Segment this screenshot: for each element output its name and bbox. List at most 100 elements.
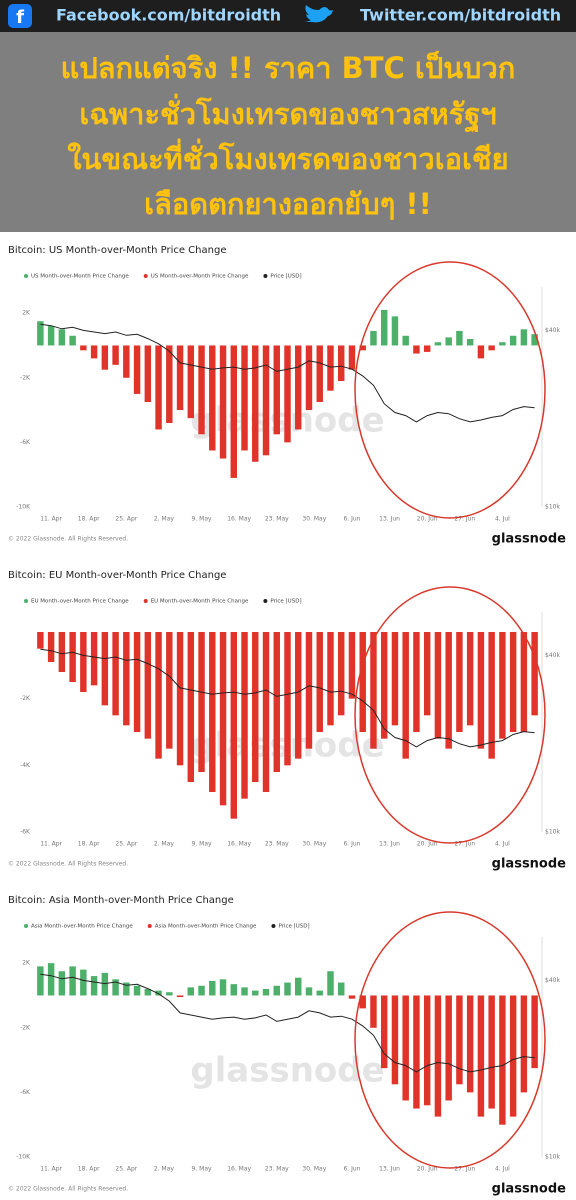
legend-label: Price [USD] bbox=[270, 274, 301, 280]
bar bbox=[58, 632, 66, 672]
y-tick-label: -2K bbox=[20, 1024, 31, 1031]
footer: © 2022 Glassnode. All Rights Reserved. bbox=[8, 1186, 128, 1193]
facebook-icon bbox=[8, 4, 32, 28]
bar bbox=[295, 345, 302, 430]
price-line bbox=[40, 973, 535, 1073]
bar bbox=[434, 342, 442, 346]
x-tick-label: 27. Jun bbox=[454, 841, 475, 848]
bar bbox=[176, 995, 184, 998]
bar bbox=[90, 976, 98, 996]
legend-label: Price [USD] bbox=[278, 924, 309, 930]
bar bbox=[187, 345, 195, 419]
x-tick-label: 4. Jul bbox=[495, 516, 510, 523]
bar bbox=[101, 345, 109, 370]
facebook-link: Facebook.com/bitdroidth bbox=[56, 6, 281, 25]
bar bbox=[262, 345, 270, 456]
legend-label: EU Month-over-Month Price Change bbox=[151, 599, 249, 605]
bar bbox=[209, 632, 216, 792]
bar bbox=[69, 632, 76, 682]
bar bbox=[273, 345, 280, 435]
brand: glassnode bbox=[492, 532, 567, 547]
x-tick-label: 16. May bbox=[227, 1166, 251, 1173]
y-tick-label: -10K bbox=[16, 1154, 31, 1161]
y2-tick-label: $40k bbox=[545, 652, 560, 659]
bar bbox=[402, 632, 409, 759]
bar bbox=[423, 345, 431, 352]
x-tick-label: 6. Jun bbox=[343, 1166, 360, 1173]
bar bbox=[327, 971, 334, 996]
bar bbox=[166, 632, 173, 749]
bar bbox=[423, 632, 431, 716]
legend-swatch bbox=[143, 599, 148, 603]
bar bbox=[370, 995, 377, 1028]
bar bbox=[370, 632, 377, 749]
x-tick-label: 4. Jul bbox=[495, 841, 510, 848]
bar bbox=[520, 632, 528, 732]
bar bbox=[391, 316, 399, 346]
x-tick-label: 4. Jul bbox=[495, 1166, 510, 1173]
legend-label: EU Month-over-Month Price Change bbox=[31, 599, 129, 605]
headline-line: เฉพาะชั่วโมงเทรดของชาวสหรัฐฯ bbox=[79, 93, 496, 133]
x-tick-label: 2. May bbox=[154, 1166, 174, 1173]
bar bbox=[262, 632, 270, 792]
bar bbox=[198, 345, 205, 435]
highlight-ellipse bbox=[354, 586, 546, 844]
bar bbox=[262, 989, 270, 996]
y-tick-label: 2K bbox=[22, 960, 31, 967]
bar bbox=[123, 982, 130, 996]
x-tick-label: 6. Jun bbox=[343, 516, 360, 523]
bar bbox=[380, 632, 388, 739]
legend-label: US Month-over-Month Price Change bbox=[31, 274, 129, 280]
x-tick-label: 25. Apr bbox=[115, 516, 137, 523]
bar bbox=[69, 335, 76, 346]
bar bbox=[316, 345, 323, 402]
y-tick-label: -10K bbox=[16, 504, 31, 511]
bar bbox=[295, 632, 302, 759]
legend-swatch bbox=[271, 924, 276, 928]
price-line bbox=[40, 648, 535, 748]
x-tick-label: 9. May bbox=[192, 841, 212, 848]
x-tick-label: 2. May bbox=[154, 841, 174, 848]
bar bbox=[176, 632, 184, 766]
bar bbox=[466, 632, 474, 726]
bar bbox=[359, 632, 366, 732]
brand: glassnode bbox=[492, 1182, 567, 1197]
bar bbox=[123, 345, 130, 378]
bar bbox=[477, 632, 485, 749]
y2-tick-label: $40k bbox=[545, 327, 560, 334]
bar bbox=[338, 982, 345, 996]
headline-line: ในขณะที่ชั่วโมงเทรดของชาวเอเชีย bbox=[67, 138, 508, 176]
twitter-icon bbox=[303, 5, 333, 23]
twitter-link: Twitter.com/bitdroidth bbox=[360, 6, 561, 25]
bar bbox=[230, 984, 237, 996]
legend-swatch bbox=[24, 274, 28, 278]
watermark: glassnode bbox=[190, 1051, 384, 1091]
bar bbox=[37, 321, 44, 346]
x-tick-label: 16. May bbox=[227, 516, 251, 523]
brand: glassnode bbox=[492, 857, 567, 872]
x-tick-label: 20. Jun bbox=[417, 1166, 438, 1173]
facebook-glyph: f bbox=[16, 7, 24, 28]
x-tick-label: 27. Jun bbox=[454, 1166, 475, 1173]
bar bbox=[509, 995, 517, 1117]
legend-swatch bbox=[24, 599, 28, 603]
bar bbox=[80, 345, 87, 351]
legend-label: Asia Month-over-Month Price Change bbox=[155, 924, 257, 930]
bar bbox=[219, 632, 227, 806]
bar bbox=[499, 995, 506, 1125]
bar bbox=[466, 339, 474, 346]
bar bbox=[445, 995, 452, 1101]
bar bbox=[133, 345, 141, 394]
footer: © 2022 Glassnode. All Rights Reserved. bbox=[8, 536, 128, 543]
bar bbox=[273, 985, 280, 996]
bar bbox=[133, 985, 141, 996]
bar bbox=[509, 335, 517, 346]
y-tick-label: -6K bbox=[20, 1089, 31, 1096]
bar bbox=[488, 632, 495, 759]
bar bbox=[477, 995, 485, 1117]
bar bbox=[488, 995, 495, 1109]
bar bbox=[144, 989, 152, 996]
bar bbox=[58, 971, 66, 996]
bar bbox=[423, 995, 431, 1106]
